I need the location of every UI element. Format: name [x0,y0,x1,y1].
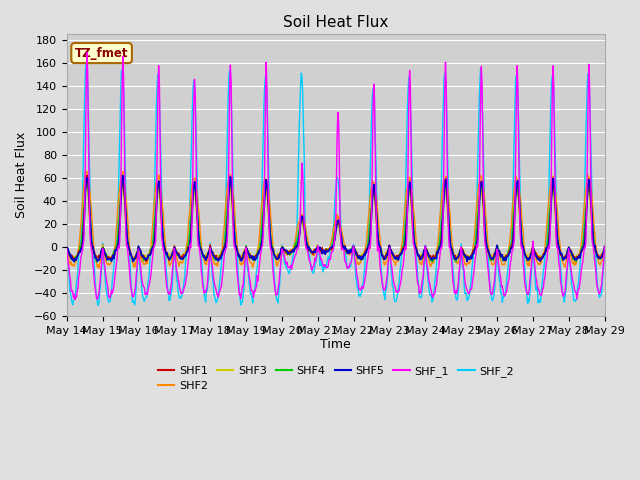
Title: Soil Heat Flux: Soil Heat Flux [283,15,388,30]
SHF4 [63,244,70,250]
SHF_1 [63,246,70,252]
Y-axis label: Soil Heat Flux: Soil Heat Flux [15,132,28,218]
SHF1 [434,251,442,256]
SHF5 [119,173,127,179]
SHF_1 [434,268,442,274]
SHF_2 [553,216,561,221]
SHF_1 [553,245,561,251]
SHF1 [601,246,609,252]
SHF3 [601,245,609,251]
SHF3 [380,255,388,261]
Line: SHF1: SHF1 [67,175,605,262]
SHF2 [119,168,127,174]
SHF_1 [329,249,337,254]
SHF_1 [83,49,91,55]
SHF1 [381,253,389,259]
SHF5 [381,256,389,262]
SHF5 [553,227,561,232]
SHF2 [182,245,190,251]
SHF1 [63,244,70,250]
SHF1 [142,259,150,264]
SHF3 [525,256,532,262]
SHF_1 [205,255,213,261]
SHF4 [601,245,609,251]
SHF4 [553,222,561,228]
SHF5 [434,250,442,255]
SHF2 [381,262,389,268]
SHF2 [95,265,103,271]
Line: SHF_1: SHF_1 [67,52,605,300]
SHF2 [434,239,442,245]
SHF_2 [381,297,389,302]
SHF4 [182,250,190,256]
SHF1 [182,249,190,255]
SHF_2 [329,231,337,237]
SHF4 [205,247,213,253]
SHF2 [63,245,70,251]
SHF2 [205,250,213,255]
SHF1 [553,235,561,240]
SHF5 [205,248,213,254]
Legend: SHF1, SHF2, SHF3, SHF4, SHF5, SHF_1, SHF_2: SHF1, SHF2, SHF3, SHF4, SHF5, SHF_1, SHF… [153,361,518,396]
SHF5 [182,250,190,256]
SHF3 [328,248,336,253]
SHF4 [329,241,337,247]
SHF_1 [601,243,609,249]
Line: SHF_2: SHF_2 [67,60,605,305]
SHF_2 [63,247,70,252]
SHF_2 [205,254,213,260]
SHF2 [553,203,561,209]
SHF3 [63,244,70,250]
SHF3 [553,234,561,240]
SHF_1 [182,274,190,280]
SHF2 [329,230,337,236]
SHF_2 [601,243,609,249]
SHF3 [433,248,441,253]
X-axis label: Time: Time [320,337,351,350]
SHF_1 [381,287,389,292]
SHF2 [601,243,609,249]
SHF3 [83,182,91,188]
Line: SHF3: SHF3 [67,185,605,259]
SHF5 [601,244,609,250]
SHF4 [434,246,442,252]
SHF4 [381,255,389,261]
SHF3 [205,250,212,255]
SHF_2 [182,253,190,259]
SHF_1 [71,297,79,302]
SHF1 [205,246,213,252]
Line: SHF4: SHF4 [67,180,605,262]
Line: SHF5: SHF5 [67,176,605,262]
SHF5 [63,245,70,251]
SHF1 [83,172,91,178]
Line: SHF2: SHF2 [67,171,605,268]
Text: TZ_fmet: TZ_fmet [75,47,129,60]
SHF3 [182,250,189,255]
SHF_2 [83,57,90,63]
SHF5 [70,259,78,264]
SHF4 [93,259,100,265]
SHF1 [329,245,337,251]
SHF_2 [94,302,102,308]
SHF4 [119,178,127,183]
SHF5 [329,243,337,249]
SHF_2 [434,245,442,251]
